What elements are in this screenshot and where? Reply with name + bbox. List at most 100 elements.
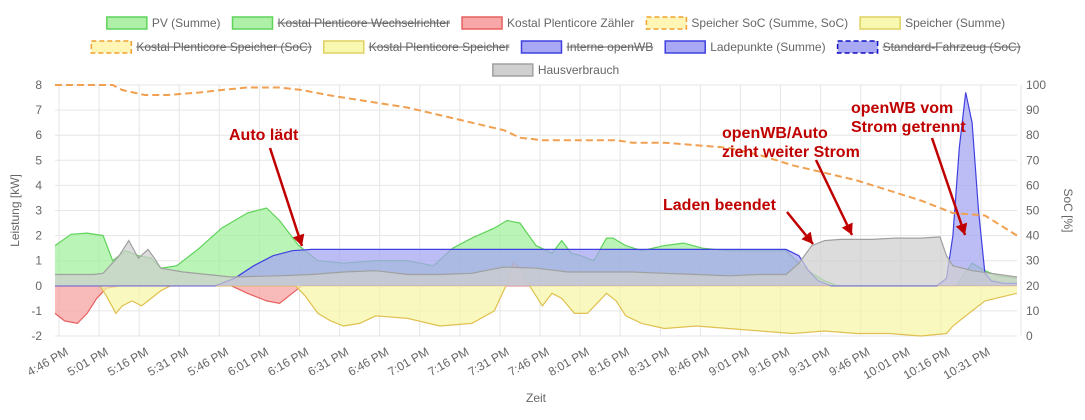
legend-item-pv-summe[interactable]: PV (Summe): [106, 16, 221, 30]
legend-swatch: [859, 16, 901, 30]
line-speicher-soc-summe-soc: [55, 84, 1018, 237]
x-tick-label: 9:01 PM: [706, 344, 752, 378]
annotation-3: Laden beendet: [663, 197, 814, 245]
y-left-tick-label: 5: [35, 153, 42, 167]
legend-label: PV (Summe): [152, 16, 221, 30]
y-right-tick-label: 0: [1026, 329, 1033, 343]
annotation-arrow: [268, 147, 304, 247]
legend-item-speicher-soc-summe-soc[interactable]: Speicher SoC (Summe, SoC): [645, 16, 848, 30]
legend-swatch: [461, 16, 503, 30]
y-right-tick-label: 50: [1026, 204, 1040, 218]
legend-item-ladepunkte-summe[interactable]: Ladepunkte (Summe): [664, 40, 826, 54]
x-tick-label: 9:16 PM: [746, 344, 792, 378]
x-tick-label: 6:16 PM: [265, 344, 311, 378]
x-tick-label: 4:46 PM: [25, 344, 71, 378]
y-left-tick-label: 0: [35, 279, 42, 293]
y-left-tick-label: 4: [35, 178, 42, 192]
annotation-text: Strom getrennt: [851, 119, 966, 136]
y-right-tick-label: 80: [1026, 128, 1040, 142]
x-axis-title: Zeit: [526, 391, 547, 405]
y-right-axis-title: SoC [%]: [1061, 188, 1075, 232]
legend-label: Speicher SoC (Summe, SoC): [691, 16, 848, 30]
legend-item-kostal-plenticore-speicher[interactable]: Kostal Plenticore Speicher: [322, 40, 510, 54]
legend-swatch: [520, 40, 563, 54]
legend-swatch: [645, 16, 688, 30]
chart-legend[interactable]: PV (Summe) Kostal Plenticore Wechselricht…: [90, 16, 1021, 77]
y-left-tick-label: 7: [35, 103, 42, 117]
legend-item-interne-openwb[interactable]: Interne openWB: [520, 40, 654, 54]
x-tick-label: 7:01 PM: [386, 344, 432, 378]
legend-swatch: [322, 40, 365, 54]
x-tick-label: 7:16 PM: [426, 344, 472, 378]
legend-swatch: [90, 40, 133, 54]
x-tick-label: 7:31 PM: [466, 344, 512, 378]
x-tick-label: 5:16 PM: [105, 344, 151, 378]
y-left-tick-label: 8: [35, 78, 42, 92]
x-tick-label: 7:46 PM: [506, 344, 552, 378]
annotation-4: openWB vom Strom getrennt: [851, 100, 968, 236]
legend-item-kostal-plenticore-wechselrichter[interactable]: Kostal Plenticore Wechselrichter: [231, 16, 451, 30]
y-left-tick-label: 6: [35, 128, 42, 142]
line-hausverbrauch: [55, 236, 1018, 278]
x-tick-label: 5:31 PM: [145, 344, 191, 378]
x-tick-label: 8:31 PM: [626, 344, 672, 378]
y-right-tick-label: 20: [1026, 279, 1040, 293]
annotation-text: Auto lädt: [229, 127, 299, 144]
x-tick-label: 8:01 PM: [546, 344, 592, 378]
y-right-tick-label: 70: [1026, 153, 1040, 167]
legend-item-speicher-summe[interactable]: Speicher (Summe): [859, 16, 1005, 30]
x-tick-label: 9:31 PM: [786, 344, 832, 378]
area-hausverbrauch: [55, 236, 1017, 286]
annotation-text: Laden beendet: [663, 197, 777, 214]
legend-swatch: [664, 40, 706, 54]
annotation-1: Auto lädt: [229, 127, 305, 247]
chart-plot-area: [54, 84, 1018, 337]
annotation-arrowhead: [955, 222, 968, 235]
legend-item-hausverbrauch[interactable]: Hausverbrauch: [492, 63, 619, 77]
x-tick-label: 8:16 PM: [586, 344, 632, 378]
x-tick-label: 6:01 PM: [225, 344, 271, 378]
annotation-arrowhead: [841, 222, 853, 235]
legend-item-standard-fahrzeug-soc[interactable]: Standard-Fahrzeug (SoC): [836, 40, 1021, 54]
annotation-text: zieht weiter Strom: [722, 144, 860, 161]
legend-swatch: [836, 40, 879, 54]
y-left-tick-label: -1: [31, 304, 42, 318]
y-left-axis-title: Leistung [kW]: [8, 174, 22, 247]
y-right-tick-label: 10: [1026, 304, 1040, 318]
annotation-arrowhead: [292, 233, 305, 246]
legend-label: Hausverbrauch: [538, 63, 619, 77]
y-left-tick-label: -2: [31, 329, 42, 343]
x-tick-label: 5:46 PM: [185, 344, 231, 378]
x-tick-label: 6:46 PM: [345, 344, 391, 378]
x-tick-label: 8:46 PM: [666, 344, 712, 378]
annotation-arrowhead: [801, 231, 813, 244]
annotation-arrow: [930, 137, 967, 236]
y-right-tick-label: 90: [1026, 103, 1040, 117]
legend-swatch: [231, 16, 274, 30]
x-tick-label: 10:31 PM: [941, 344, 992, 382]
y-right-tick-label: 60: [1026, 178, 1040, 192]
annotation-text: openWB/Auto: [722, 125, 828, 142]
y-left-tick-label: 1: [35, 254, 42, 268]
y-right-tick-label: 40: [1026, 229, 1040, 243]
y-left-tick-label: 3: [35, 204, 42, 218]
annotation-text: openWB vom: [851, 100, 953, 117]
chart-annotations: Auto lädt openWB/Auto zieht weiter Strom La…: [229, 100, 968, 247]
x-tick-label: 5:01 PM: [65, 344, 111, 378]
y-right-tick-label: 30: [1026, 254, 1040, 268]
y-right-tick-label: 100: [1026, 78, 1046, 92]
area-speicher-summe: [55, 263, 1017, 336]
legend-swatch: [106, 16, 148, 30]
legend-item-kostal-plenticore-z-hler[interactable]: Kostal Plenticore Zähler: [461, 16, 634, 30]
y-left-tick-label: 2: [35, 229, 42, 243]
legend-label: Kostal Plenticore Zähler: [507, 16, 634, 30]
legend-item-kostal-plenticore-speicher-soc[interactable]: Kostal Plenticore Speicher (SoC): [90, 40, 312, 54]
annotation-arrow: [814, 159, 854, 236]
annotation-2: openWB/Auto zieht weiter Strom: [722, 125, 860, 236]
legend-label: Speicher (Summe): [905, 16, 1005, 30]
legend-label: Ladepunkte (Summe): [710, 40, 825, 54]
legend-swatch: [492, 63, 534, 77]
line-ladepunkte-summe: [55, 92, 1017, 287]
x-tick-label: 6:31 PM: [305, 344, 351, 378]
